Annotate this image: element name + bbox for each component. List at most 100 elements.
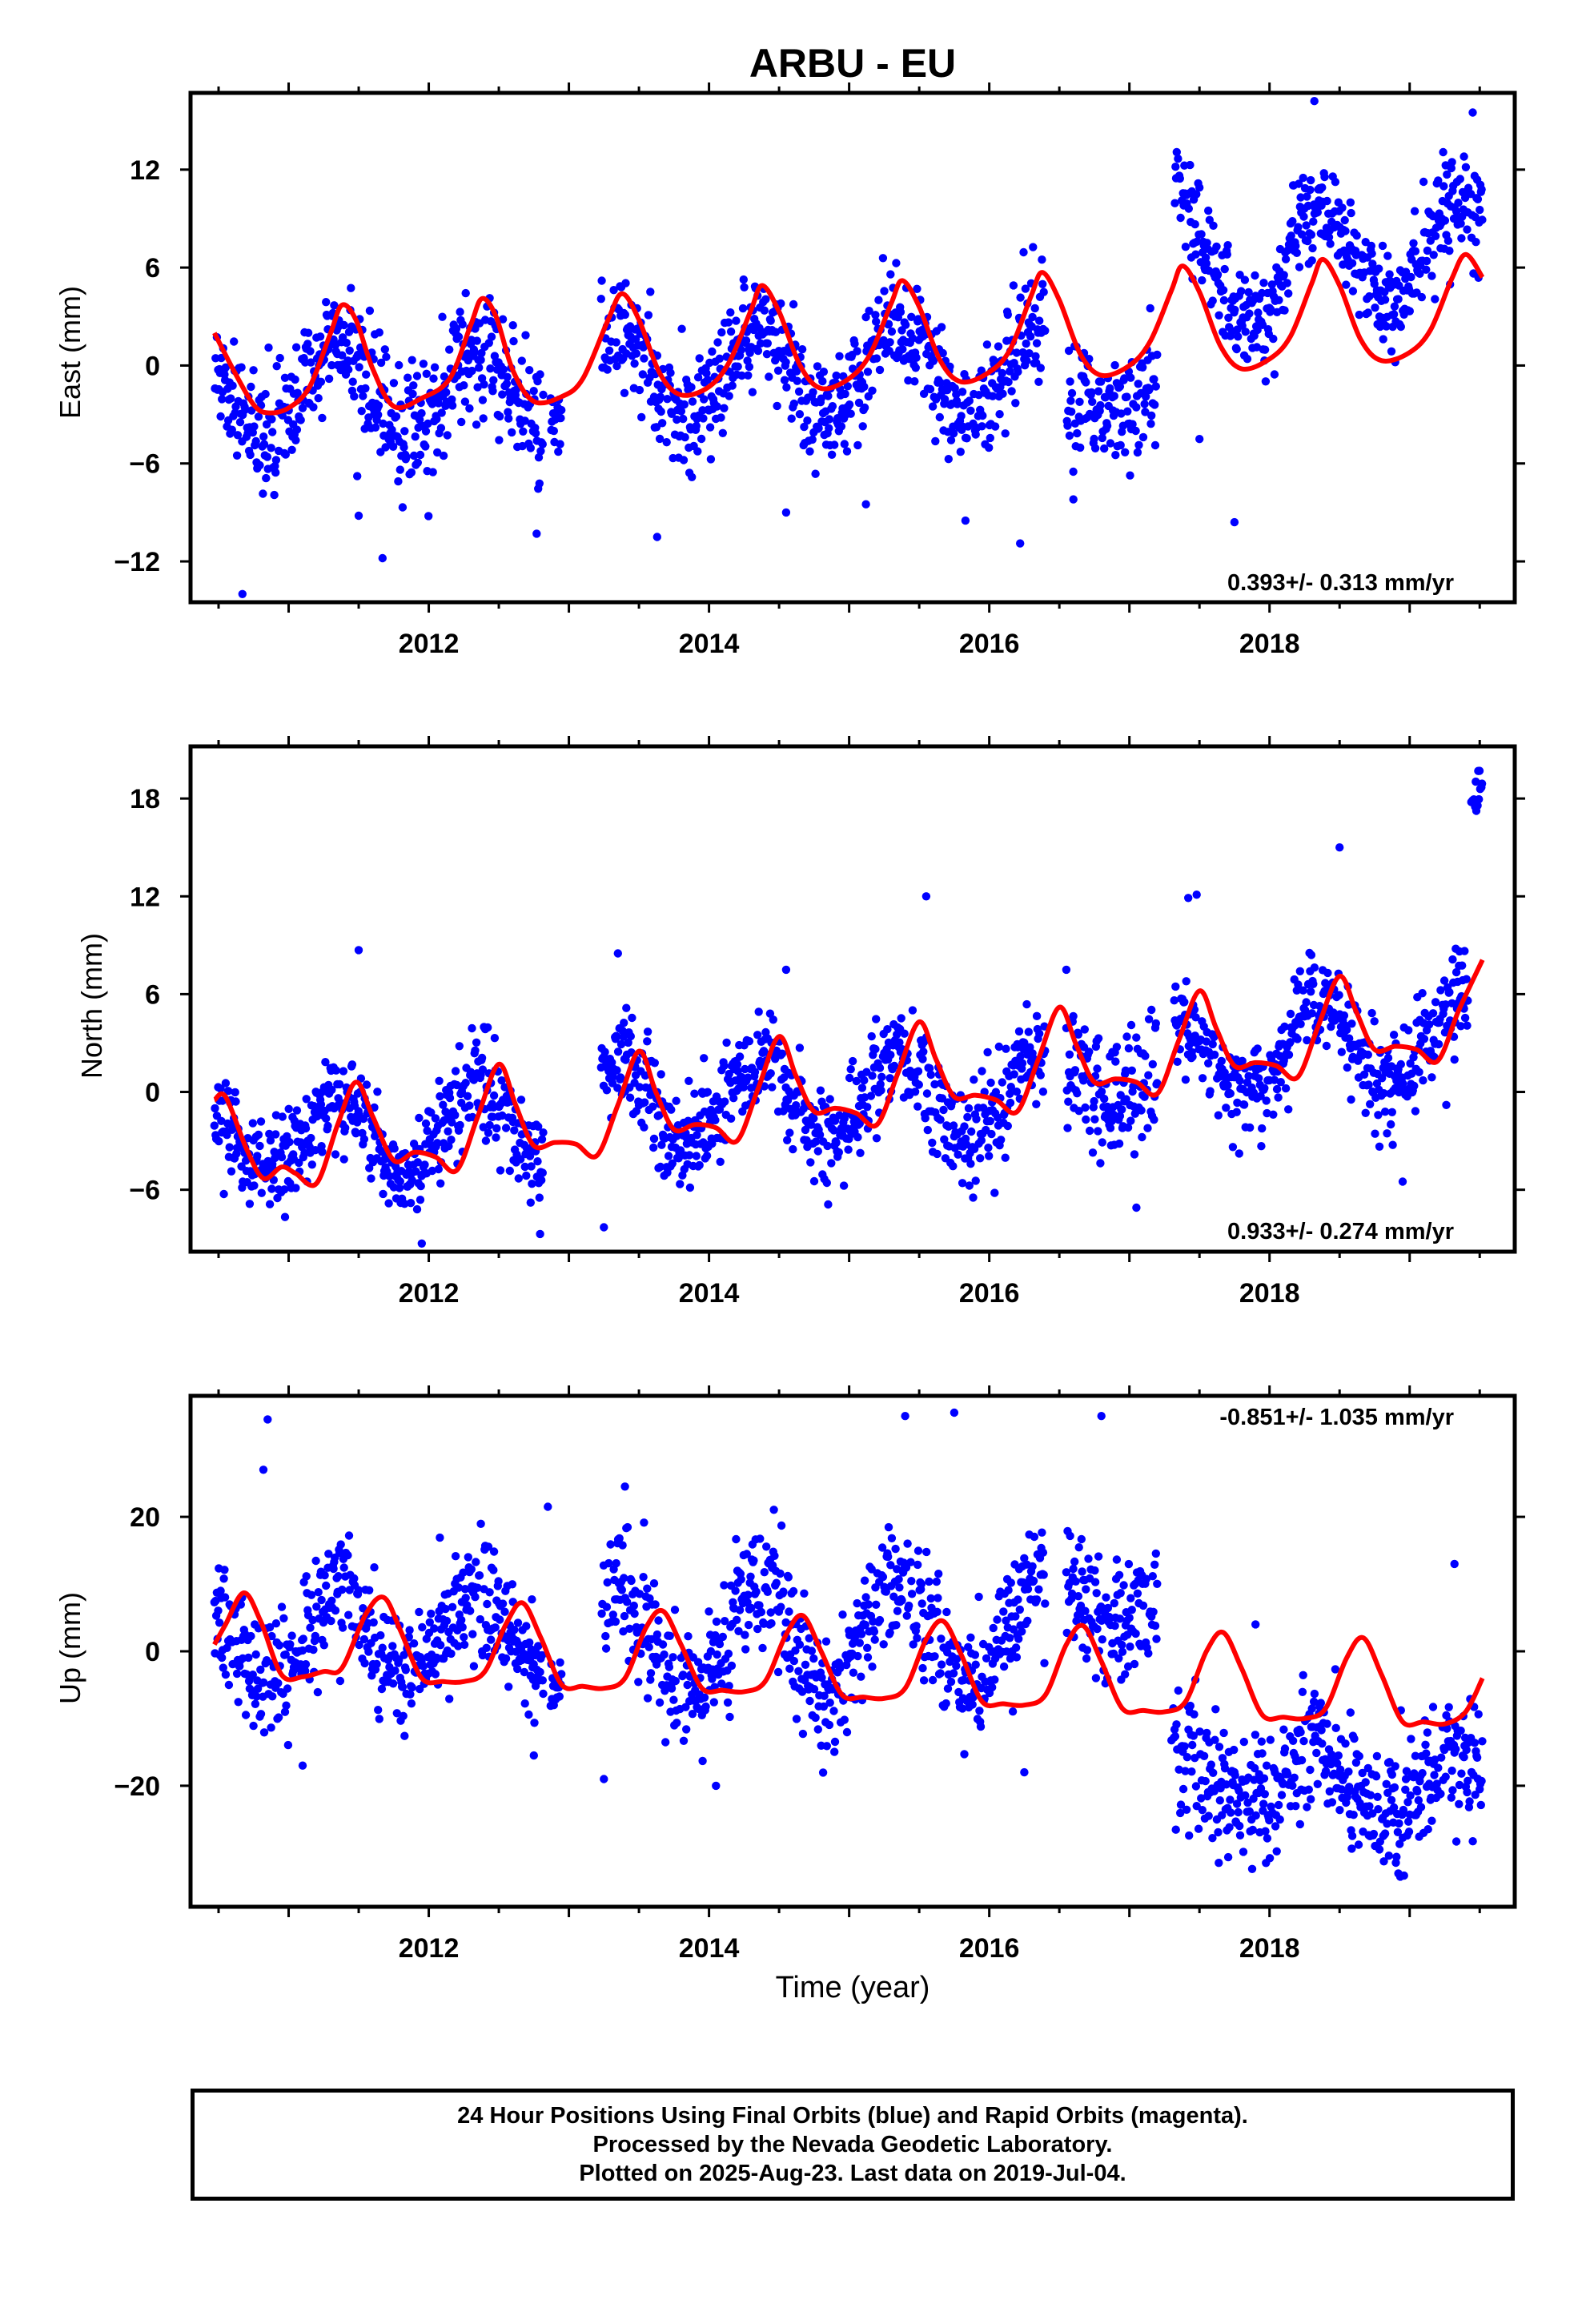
data-point [1245,309,1254,318]
data-point [745,362,754,372]
data-point [715,354,725,363]
data-point [602,1086,612,1095]
data-point [625,1624,634,1634]
data-point [522,1171,531,1180]
data-point [615,1534,624,1543]
data-point [255,460,264,470]
data-point [338,1585,347,1594]
data-point [909,1640,917,1649]
data-point [1316,1699,1326,1707]
data-point [1306,185,1315,195]
data-point [537,1651,547,1660]
data-point [986,1078,995,1088]
data-point [1023,1585,1033,1594]
data-point [1225,1823,1234,1831]
data-point [868,386,877,395]
data-point [301,1124,311,1133]
data-point [1188,1740,1197,1750]
data-point [444,1142,453,1151]
data-point [362,370,371,379]
data-point [379,1189,387,1199]
data-point [256,1710,266,1719]
data-point [458,320,467,329]
data-point [1110,1598,1119,1608]
data-point [406,1199,416,1208]
data-point [773,366,783,375]
data-point [871,1044,880,1054]
data-point [1201,1776,1210,1786]
data-point [435,1076,444,1086]
data-point [1366,1100,1375,1109]
data-point [1144,1071,1153,1080]
data-point [1431,295,1439,304]
data-point [871,311,880,320]
data-point [997,1136,1006,1144]
data-point [1180,1742,1189,1751]
data-point [513,1664,522,1674]
data-point [1138,432,1148,442]
data-point [1428,1009,1438,1018]
data-point [241,1711,251,1719]
data-point [1098,1635,1107,1644]
data-point [813,362,822,371]
data-point [884,1522,893,1532]
data-point [1226,1795,1235,1804]
data-point [733,1059,742,1069]
data-point [1153,1079,1162,1088]
data-point [971,430,980,439]
data-point [367,1671,376,1680]
data-point [1066,1531,1074,1541]
data-point [456,308,464,316]
data-point [1350,1734,1359,1743]
data-point [785,1664,794,1673]
data-point [677,324,686,333]
data-point [1152,1634,1161,1643]
data-point [1146,420,1155,428]
data-point [311,1556,320,1566]
data-point [285,1137,294,1147]
data-point [643,1037,652,1046]
data-point [962,434,971,443]
data-point [257,1188,266,1197]
data-point [999,1607,1008,1616]
data-point [556,440,564,448]
data-point [259,432,268,441]
data-point [964,1104,974,1113]
data-point [1318,183,1327,192]
data-point [639,1573,648,1582]
data-point [1323,196,1331,206]
data-point [1385,270,1394,279]
data-point [250,1181,259,1190]
data-point [348,377,357,386]
y-axis-label-up: Up (mm) [54,1592,86,1704]
data-point [644,1642,653,1651]
data-point [622,1598,632,1606]
data-point [1186,1701,1195,1711]
data-point [984,1144,993,1152]
data-point [1239,1100,1249,1109]
data-point [957,412,966,420]
data-point [776,1569,785,1578]
data-point [1335,991,1343,999]
data-point [1088,397,1097,406]
data-point [533,376,542,386]
data-point [1110,360,1119,370]
data-point [342,338,351,348]
data-point [827,1159,836,1168]
data-point [700,1054,709,1063]
data-point [781,1618,790,1627]
data-point [359,1634,369,1644]
data-point [913,1634,921,1642]
data-point [976,1722,986,1731]
data-point [1255,1074,1263,1083]
data-point [795,410,805,419]
data-point [218,1653,227,1663]
data-point [679,456,689,464]
data-point [404,1632,413,1642]
data-point [251,436,260,446]
data-point [1182,1805,1191,1814]
data-point [394,476,403,486]
data-point [267,444,275,452]
data-point [926,1070,936,1080]
data-point [1447,999,1456,1008]
